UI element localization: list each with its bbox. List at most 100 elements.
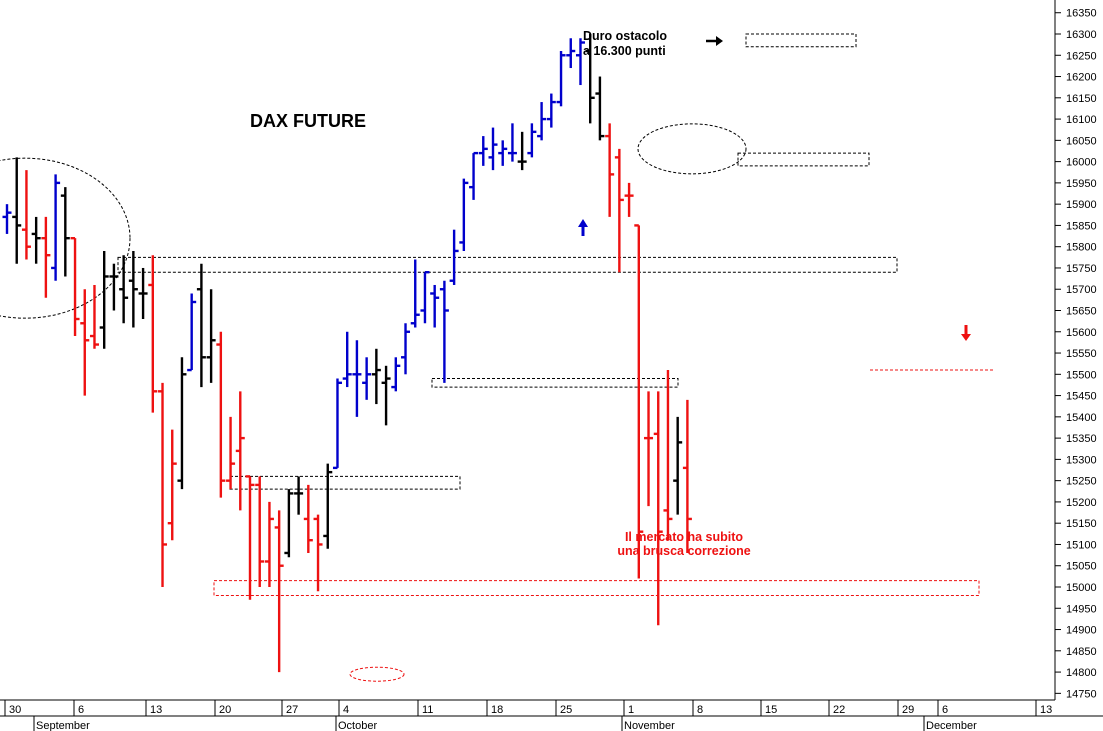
top-ellipse-september (0, 157, 131, 319)
ohlc-bar (274, 510, 284, 673)
y-tick-label: 15650 (1066, 306, 1097, 318)
x-tick-label: 30 (9, 704, 21, 716)
ohlc-bar (99, 250, 109, 349)
ohlc-bar (507, 123, 517, 162)
ohlc-bar (31, 216, 41, 264)
y-tick-label: 16350 (1066, 8, 1097, 20)
x-tick-label: 27 (286, 704, 298, 716)
ohlc-bar (362, 357, 372, 400)
ohlc-bar (89, 284, 99, 349)
month-label: November (624, 720, 675, 731)
ohlc-bar (566, 38, 576, 69)
consolidation-ellipse-november (637, 123, 747, 175)
ohlc-bar (80, 289, 90, 396)
y-tick-label: 15150 (1066, 518, 1097, 530)
y-tick-label: 15450 (1066, 391, 1097, 403)
x-tick-label: 15 (765, 704, 777, 716)
x-tick-label: 1 (628, 704, 634, 716)
ohlc-bar (51, 174, 61, 281)
ohlc-bar (284, 489, 294, 558)
y-tick-label: 15750 (1066, 263, 1097, 275)
ohlc-bar (216, 331, 226, 498)
month-label: December (926, 720, 977, 731)
down-arrow-icon (961, 325, 971, 341)
ohlc-bar (517, 131, 527, 171)
y-tick-label: 15250 (1066, 476, 1097, 488)
x-tick-label: 4 (343, 704, 349, 716)
ohlc-bar (41, 216, 51, 298)
resistance-zone-15750 (117, 256, 898, 273)
y-tick-label: 15550 (1066, 348, 1097, 360)
y-tick-label: 15200 (1066, 497, 1097, 509)
ohlc-bar (158, 382, 168, 587)
ohlc-bar (449, 229, 459, 285)
y-tick-label: 15850 (1066, 220, 1097, 232)
ohlc-bar (294, 476, 304, 515)
y-tick-label: 15000 (1066, 582, 1097, 594)
ohlc-bar (264, 501, 274, 587)
y-tick-label: 15400 (1066, 412, 1097, 424)
ohlc-bar (206, 289, 216, 383)
y-tick-label: 15050 (1066, 561, 1097, 573)
y-tick-label: 14750 (1066, 688, 1097, 700)
x-tick-label: 25 (560, 704, 572, 716)
ohlc-bars (2, 34, 692, 673)
ohlc-bar (255, 476, 265, 587)
chart-title: DAX FUTURE (250, 111, 366, 131)
y-tick-label: 16100 (1066, 114, 1097, 126)
x-tick-label: 6 (942, 704, 948, 716)
ohlc-bar (138, 267, 148, 320)
ohlc-bar (70, 236, 80, 337)
ohlc-bar (381, 365, 391, 426)
ohlc-bar (420, 271, 430, 324)
ohlc-bar (430, 284, 440, 328)
ohlc-bar (352, 340, 362, 417)
ohlc-bar (527, 123, 537, 158)
month-label: October (338, 720, 377, 731)
x-tick-label: 13 (150, 704, 162, 716)
ohlc-bar (119, 255, 129, 324)
ohlc-bar (410, 259, 420, 328)
y-tick-label: 14800 (1066, 667, 1097, 679)
ohlc-bar (148, 255, 158, 413)
top-annotation-line-2: a 16.300 punti (583, 44, 666, 58)
up-arrow-icon (578, 219, 588, 236)
ohlc-bar (459, 178, 469, 251)
ohlc-bar (60, 187, 70, 277)
y-tick-label: 15600 (1066, 327, 1097, 339)
ohlc-bar (663, 370, 673, 541)
y-tick-label: 14900 (1066, 625, 1097, 637)
ohlc-bar (624, 182, 634, 217)
y-tick-label: 15350 (1066, 433, 1097, 445)
ohlc-bar (498, 140, 508, 166)
ohlc-bar (342, 331, 352, 388)
ohlc-bar (313, 514, 323, 592)
ohlc-bar (595, 76, 605, 141)
x-tick-label: 8 (697, 704, 703, 716)
low-ellipse-october (349, 666, 405, 682)
ohlc-bar (537, 102, 547, 141)
y-tick-label: 15950 (1066, 178, 1097, 190)
top-annotation-line-1: Duro ostacolo (583, 29, 667, 43)
y-tick-label: 16300 (1066, 29, 1097, 41)
y-tick-label: 14950 (1066, 603, 1097, 615)
y-tick-labels: 14750 14800 14850 14900 14950 15000 15050 15100… (1055, 8, 1097, 700)
ohlc-bar (488, 127, 498, 171)
ohlc-bar (634, 224, 644, 579)
resistance-zone-16300 (745, 33, 857, 48)
right-arrow-icon (706, 36, 723, 46)
y-tick-label: 16200 (1066, 72, 1097, 84)
annotation-zones (0, 33, 995, 682)
ohlc-bar (196, 263, 206, 388)
ohlc-bar (644, 391, 654, 507)
ohlc-bar (673, 416, 683, 515)
ohlc-bar (575, 38, 585, 86)
ohlc-bar (2, 204, 12, 234)
y-tick-label: 15700 (1066, 284, 1097, 296)
y-tick-label: 16050 (1066, 135, 1097, 147)
support-zone-15480 (431, 378, 679, 388)
ohlc-bar (605, 123, 615, 217)
ohlc-bar (478, 136, 488, 166)
